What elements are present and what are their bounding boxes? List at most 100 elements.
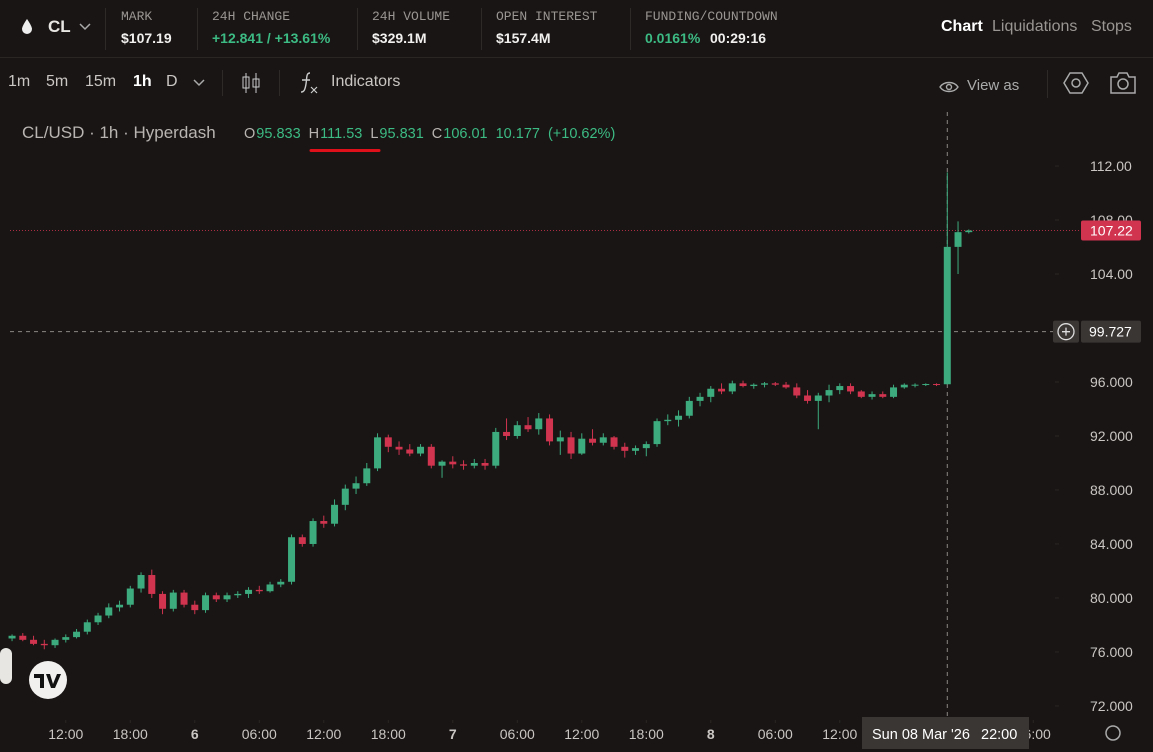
indicators-button[interactable]: Indicators [331, 73, 401, 90]
candle-body [943, 246, 951, 385]
tab[interactable]: Chart [941, 18, 983, 35]
legend-key: H [309, 126, 319, 142]
x-tick-label: 8 [707, 726, 715, 742]
y-tick-label: 112.00 [1090, 158, 1132, 174]
symbol[interactable]: CL [48, 17, 71, 36]
candle-body [309, 521, 317, 544]
timeframe[interactable]: 5m [46, 73, 69, 90]
timeframe-chevron[interactable] [193, 78, 205, 88]
legend-key: O [244, 126, 255, 142]
crosshair-plus-icon [1057, 323, 1075, 341]
field-value: $157.4M [496, 30, 551, 46]
settings-icon[interactable] [1063, 70, 1089, 96]
timeframe[interactable]: 1m [8, 73, 31, 90]
legend-value: 95.833 [256, 126, 300, 142]
timeframe[interactable]: 15m [85, 73, 117, 90]
candle-body [148, 575, 156, 594]
y-tick-label: 88.000 [1090, 482, 1133, 498]
field-value: 00:29:16 [710, 30, 767, 46]
candle-body [965, 230, 973, 233]
candle-body [126, 588, 134, 605]
legend-change: (+10.62%) [548, 126, 615, 142]
candle-body [814, 395, 822, 401]
candle-body [513, 425, 521, 436]
axis-settings-icon[interactable] [1105, 725, 1121, 741]
tv-logo[interactable] [29, 661, 67, 699]
candle-body [847, 386, 855, 392]
candle-body [664, 419, 672, 422]
separator [1047, 70, 1048, 98]
x-tick-label: 7 [449, 726, 457, 742]
candle-body [449, 461, 457, 465]
candle-body [363, 468, 371, 484]
tab[interactable]: Stops [1091, 18, 1132, 35]
candle-body [266, 584, 274, 592]
crosshair-price-box [1081, 320, 1141, 343]
candle-body [51, 639, 59, 646]
candle-body [632, 448, 640, 451]
candle-body [492, 431, 500, 466]
candle-body [868, 394, 876, 397]
candle-body [879, 394, 887, 397]
legend-change: 10.177 [496, 126, 540, 142]
last-price-box [1081, 220, 1141, 241]
legend-value: 106.01 [443, 126, 487, 142]
field-label: 24H VOLUME [372, 9, 451, 24]
x-tick-label: 18:00 [371, 726, 406, 742]
candle-body [782, 384, 790, 388]
candle-body [288, 537, 296, 582]
candle-body [728, 383, 736, 392]
field-label: OPEN INTEREST [496, 9, 598, 24]
timeframe[interactable]: 1h [133, 73, 152, 90]
field-value: $329.1M [372, 30, 427, 46]
header [0, 0, 1153, 58]
candle-body [438, 461, 446, 466]
candle-body [94, 615, 102, 623]
candle-body [900, 384, 908, 388]
separator [197, 8, 198, 50]
separator [630, 8, 631, 50]
x-tick-label: 12:00 [822, 726, 857, 742]
candle-body [707, 388, 715, 397]
candle-body [696, 396, 704, 401]
candle-body [255, 589, 263, 592]
x-tick-label: 6 [191, 726, 199, 742]
y-tick-label: 96.000 [1090, 374, 1133, 390]
timeframe[interactable]: D [166, 73, 178, 90]
indicators-icon[interactable] [298, 70, 320, 96]
candle-body [470, 462, 478, 466]
chart-title: CL/USD · 1h · Hyperdash [22, 123, 216, 142]
y-tick-label: 80.000 [1090, 590, 1133, 606]
symbol-chevron[interactable] [79, 22, 91, 32]
candle-body [40, 643, 48, 646]
candle-type-icon[interactable] [240, 71, 262, 95]
candle-body [750, 384, 758, 387]
x-tick-label: 18:00 [113, 726, 148, 742]
candle-body [621, 446, 629, 451]
drop-icon [22, 19, 32, 34]
candle-body [19, 635, 27, 640]
eye-icon[interactable] [939, 80, 959, 94]
candle-body [556, 437, 564, 442]
candle-body [30, 639, 38, 644]
scroll-handle[interactable] [0, 648, 12, 684]
candle-body [804, 395, 812, 401]
tab[interactable]: Liquidations [992, 18, 1078, 35]
candle-body [234, 593, 242, 596]
candle-body [503, 431, 511, 436]
candle-body [105, 607, 113, 616]
x-tick-label: 06:00 [242, 726, 277, 742]
candle-body [245, 589, 253, 594]
crosshair-price-label: 99.727 [1089, 324, 1132, 340]
candle-body [406, 449, 414, 454]
candle-body [460, 464, 468, 466]
field-label: MARK [121, 9, 153, 24]
x-tick-label: 06:00 [500, 726, 535, 742]
crosshair-date: Sun 08 Mar '26 [872, 727, 970, 743]
candle-body [298, 537, 306, 544]
candle-body [320, 521, 328, 524]
candle-body [341, 488, 349, 505]
screenshot-icon[interactable] [1109, 71, 1137, 95]
view-as-button[interactable]: View as [967, 77, 1020, 94]
